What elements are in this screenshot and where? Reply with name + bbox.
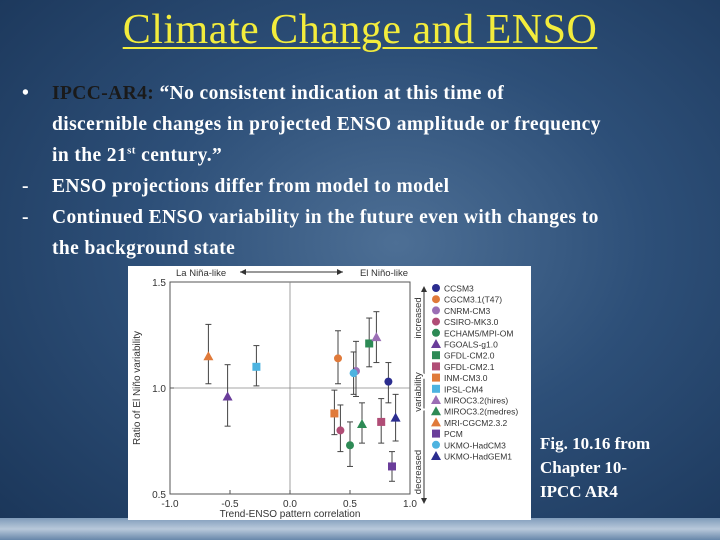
- legend-marker: [432, 440, 440, 449]
- legend-marker: [431, 395, 441, 404]
- legend-label: IPSL-CM4: [444, 384, 483, 394]
- bullet-quote-line3a: in the 21: [52, 145, 128, 166]
- x-axis-label: Trend-ENSO pattern correlation: [220, 509, 361, 520]
- legend-marker: [431, 406, 441, 416]
- legend-label: GFDL-CM2.1: [444, 362, 495, 372]
- x-tick-label: 0.0: [283, 499, 297, 510]
- right-arrow-down-head: [421, 498, 427, 504]
- legend-marker: [432, 284, 440, 292]
- x-tick-label: -0.5: [221, 499, 239, 510]
- superscript-st: st: [127, 144, 136, 157]
- y-tick-label: 0.5: [152, 490, 166, 501]
- el-nino-label: El Niño-like: [360, 268, 408, 279]
- legend-label: CGCM3.1(T47): [444, 295, 502, 305]
- legend-label: FGOALS-g1.0: [444, 340, 498, 350]
- legend-marker: [432, 362, 440, 371]
- data-point: [203, 351, 214, 361]
- bullet-sub-2-line2: the background state: [52, 238, 236, 259]
- dash-marker: -: [22, 176, 29, 197]
- y-axis-label: Ratio of El Niño variability: [132, 331, 143, 445]
- decreased-label: decreased: [413, 450, 424, 494]
- legend-marker: [432, 328, 440, 337]
- top-arrow-right-head: [337, 269, 343, 275]
- la-nina-label: La Niña-like: [176, 268, 226, 279]
- right-arrow-up-head: [421, 286, 427, 292]
- legend-marker: [432, 306, 440, 315]
- dash-marker: -: [22, 207, 29, 228]
- legend-label: CNRM-CM3: [444, 306, 491, 316]
- legend-marker: [432, 351, 440, 360]
- caption-line2: Chapter 10-: [540, 458, 628, 477]
- data-point: [390, 412, 401, 422]
- legend-marker: [432, 384, 440, 393]
- legend-label: GFDL-CM2.0: [444, 351, 495, 361]
- caption-line1: Fig. 10.16 from: [540, 434, 651, 453]
- data-point: [334, 354, 342, 363]
- data-point: [330, 409, 339, 418]
- legend-label: MRI-CGCM2.3.2: [444, 418, 508, 428]
- data-point: [377, 417, 386, 426]
- y-tick-label: 1.5: [152, 278, 166, 289]
- enso-scatter-chart: -1.0 -0.5 0.0 0.5 1.0 0.5 1.0 1.5 Trend-ENSO pat…: [132, 268, 518, 520]
- x-tick-label: -1.0: [161, 499, 179, 510]
- data-point: [252, 362, 261, 371]
- legend-label: MIROC3.2(hires): [444, 396, 508, 406]
- figure-caption: Fig. 10.16 from Chapter 10- IPCC AR4: [540, 432, 710, 504]
- legend-marker: [432, 429, 440, 438]
- legend-label: UKMO-HadCM3: [444, 440, 506, 450]
- x-tick-label: 0.5: [343, 499, 357, 510]
- legend-label: CSIRO-MK3.0: [444, 317, 499, 327]
- data-point: [336, 426, 345, 435]
- bullet-quote-line1: “No consistent indication at this time o…: [159, 83, 505, 104]
- data-point: [222, 391, 233, 401]
- data-point: [365, 339, 374, 348]
- bullet-quote-line3b: century.”: [135, 145, 223, 166]
- legend-label: PCM: [444, 429, 463, 439]
- slide-title: Climate Change and ENSO: [122, 7, 598, 53]
- data-point: [346, 441, 354, 450]
- data-point: [357, 419, 367, 429]
- legend-marker: [432, 373, 440, 382]
- legend-marker: [432, 295, 440, 304]
- data-point: [349, 369, 358, 378]
- legend-marker: [431, 451, 441, 460]
- bullet-quote-line2: discernible changes in projected ENSO am…: [52, 114, 601, 135]
- variability-label: variability: [413, 372, 424, 412]
- caption-line3: IPCC AR4: [540, 482, 618, 501]
- legend-label: CCSM3: [444, 284, 474, 294]
- slide-footer-bar: [0, 518, 720, 540]
- legend-marker: [432, 317, 440, 326]
- legend-label: ECHAM5/MPI-OM: [444, 328, 513, 338]
- bullet-list: • IPCC-AR4: “No consistent indication at…: [22, 78, 712, 264]
- enso-figure: -1.0 -0.5 0.0 0.5 1.0 0.5 1.0 1.5 Trend-ENSO pat…: [128, 266, 531, 520]
- data-point: [371, 332, 382, 342]
- legend-label: INM-CM3.0: [444, 373, 488, 383]
- increased-label: increased: [413, 297, 424, 338]
- top-arrow-left-head: [240, 269, 246, 275]
- y-tick-label: 1.0: [152, 384, 166, 395]
- bullet-source: IPCC-AR4:: [52, 83, 155, 104]
- x-tick-label: 1.0: [403, 499, 417, 510]
- bullet-main: • IPCC-AR4: “No consistent indication at…: [22, 78, 712, 171]
- bullet-sub-1-text: ENSO projections differ from model to mo…: [52, 176, 450, 197]
- bullet-sub-1: - ENSO projections differ from model to …: [22, 171, 712, 202]
- data-point: [384, 377, 393, 386]
- legend-label: MIROC3.2(medres): [444, 407, 518, 417]
- bullet-sub-2: - Continued ENSO variability in the futu…: [22, 202, 712, 264]
- legend-label: UKMO-HadGEM1: [444, 452, 512, 462]
- legend-marker: [431, 339, 441, 348]
- bullet-dot: •: [22, 83, 30, 104]
- bullet-sub-2-line1: Continued ENSO variability in the future…: [52, 207, 599, 228]
- data-point: [388, 462, 396, 471]
- legend-marker: [431, 417, 441, 427]
